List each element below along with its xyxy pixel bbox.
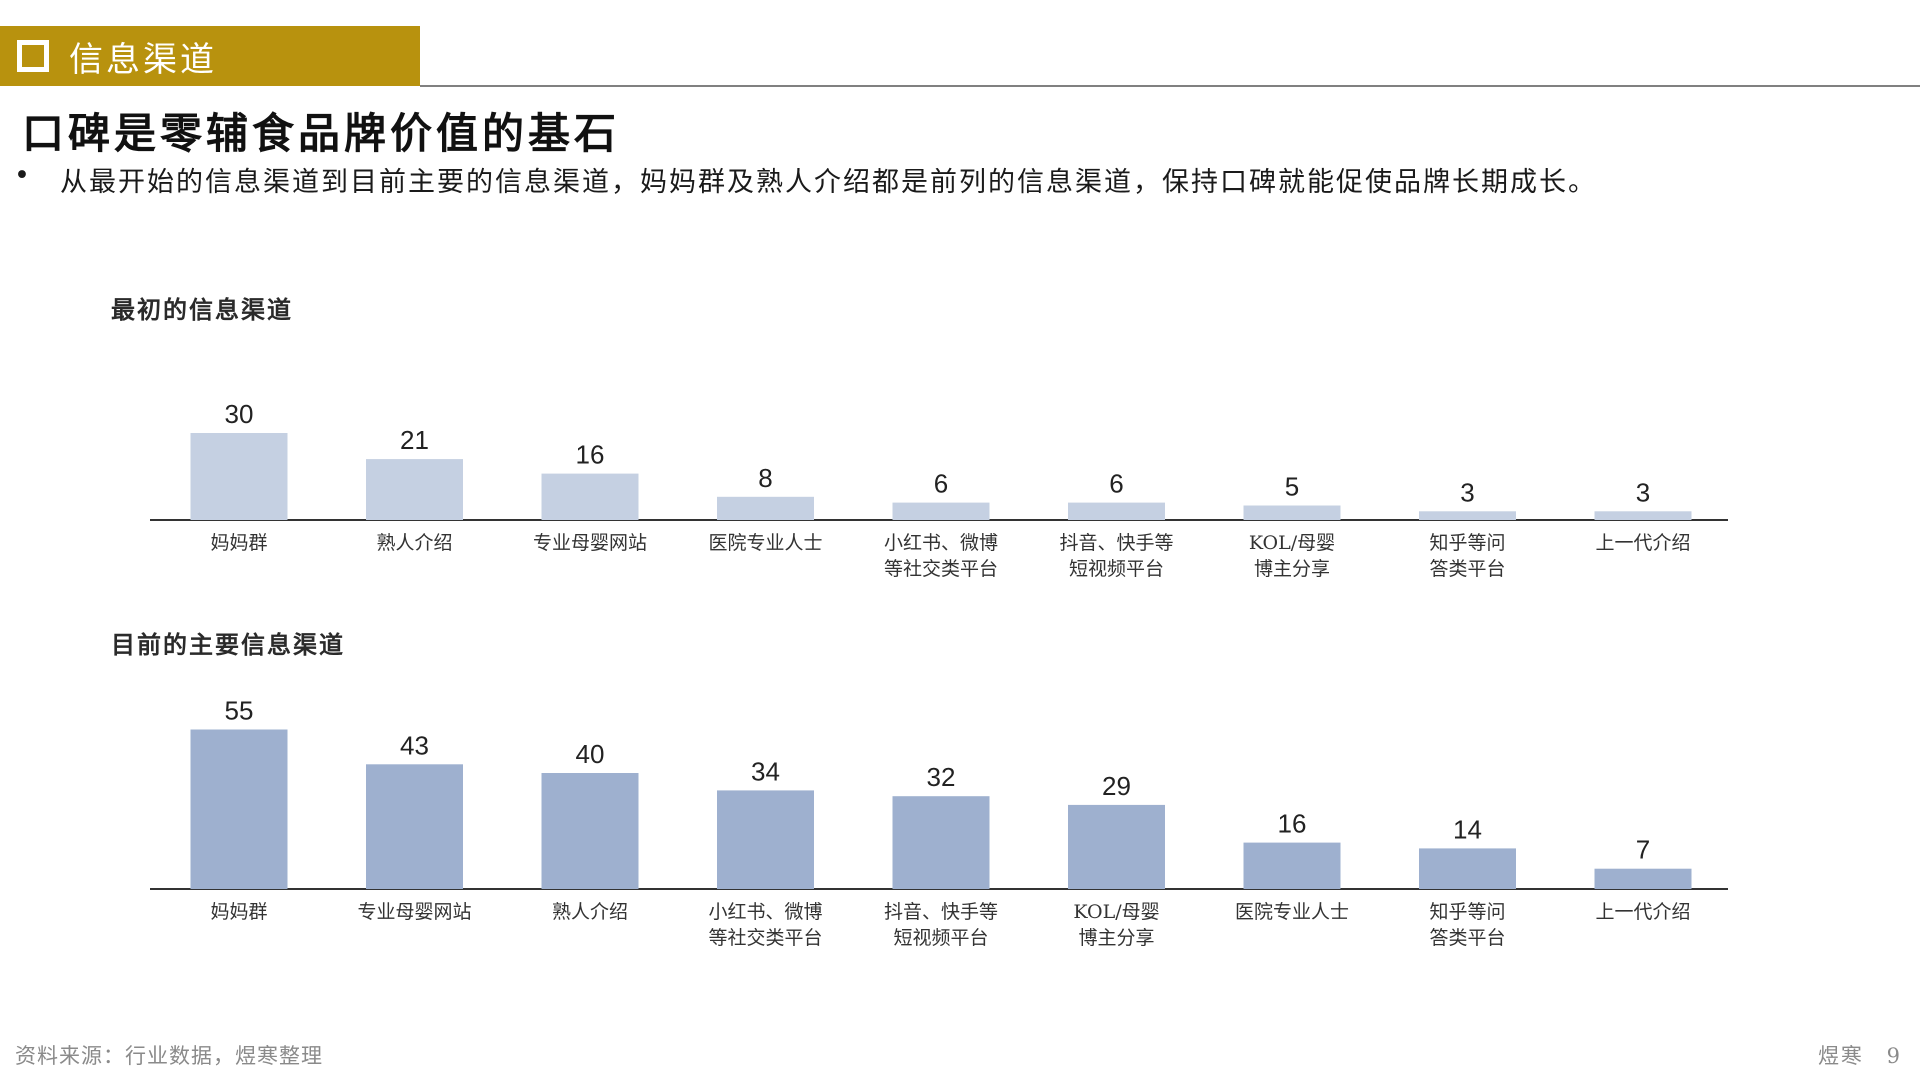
current-data-label-6: 29	[1102, 771, 1131, 801]
current-bar-4	[717, 790, 814, 889]
current-tick-line-4-1: 小红书、微博	[708, 901, 822, 923]
current-tick-line-5-2: 短视频平台	[893, 927, 988, 949]
initial-bar-8	[1419, 511, 1516, 520]
current-bar-3	[541, 773, 639, 889]
current-data-label-4: 34	[751, 756, 780, 786]
initial-data-label-9: 3	[1636, 477, 1650, 507]
initial-tick-label-9: 上一代介绍	[1595, 532, 1690, 554]
current-tick-label-9: 上一代介绍	[1595, 901, 1690, 923]
current-tick-label-1: 妈妈群	[210, 901, 267, 923]
current-tick-line-6-2: 博主分享	[1078, 927, 1154, 949]
initial-tick-line-2-1: 熟人介绍	[376, 532, 452, 554]
initial-tick-line-8-1: 知乎等问	[1429, 532, 1505, 554]
current-tick-line-2-1: 专业母婴网站	[357, 901, 471, 923]
initial-data-label-4: 8	[758, 463, 772, 493]
initial-tick-label-4: 医院专业人士	[708, 532, 822, 554]
current-tick-line-3-1: 熟人介绍	[552, 901, 628, 923]
initial-bar-1	[190, 433, 288, 520]
initial-tick-line-7-2: 博主分享	[1254, 558, 1330, 580]
bullet-point: • 从最开始的信息渠道到目前主要的信息渠道，妈妈群及熟人介绍都是前列的信息渠道，…	[14, 160, 1597, 199]
bullet-dot-icon: •	[14, 160, 32, 191]
initial-data-label-7: 5	[1285, 472, 1299, 502]
current-bar-6	[1068, 804, 1165, 889]
header-divider	[420, 85, 1920, 87]
page-title: 口碑是零辅食品牌价值的基石	[22, 109, 621, 158]
initial-tick-label-6: 抖音、快手等短视频平台	[1059, 532, 1173, 580]
current-data-label-7: 16	[1278, 809, 1307, 839]
current-bar-1	[190, 729, 288, 889]
initial-tick-line-1-1: 妈妈群	[210, 532, 267, 554]
initial-tick-line-8-2: 答类平台	[1429, 558, 1505, 580]
current-tick-line-4-2: 等社交类平台	[708, 927, 822, 949]
initial-tick-label-1: 妈妈群	[210, 532, 267, 554]
current-tick-label-4: 小红书、微博等社交类平台	[708, 901, 822, 949]
current-bar-5	[892, 796, 990, 889]
initial-tick-line-6-2: 短视频平台	[1069, 558, 1164, 580]
initial-tick-label-8: 知乎等问答类平台	[1429, 532, 1505, 580]
current-tick-line-1-1: 妈妈群	[210, 901, 267, 923]
current-bar-2	[366, 764, 463, 889]
initial-bar-2	[366, 459, 463, 520]
current-data-label-2: 43	[400, 730, 429, 760]
current-bar-9	[1594, 868, 1692, 889]
initial-tick-line-5-2: 等社交类平台	[884, 558, 998, 580]
current-tick-label-3: 熟人介绍	[552, 901, 628, 923]
current-tick-label-2: 专业母婴网站	[357, 901, 471, 923]
current-data-label-5: 32	[927, 762, 956, 792]
current-tick-line-9-1: 上一代介绍	[1595, 901, 1690, 923]
current-tick-line-8-1: 知乎等问	[1429, 901, 1505, 923]
current-bar-8	[1419, 848, 1516, 889]
current-data-label-3: 40	[576, 739, 605, 769]
current-tick-line-7-1: 医院专业人士	[1235, 901, 1349, 923]
section-label: 信息渠道	[69, 39, 217, 80]
square-icon	[17, 40, 49, 72]
initial-bar-7	[1243, 505, 1341, 520]
chart-initial-title: 最初的信息渠道	[111, 295, 293, 324]
current-data-label-8: 14	[1453, 814, 1482, 844]
footer-source: 资料来源：行业数据，煜寒整理	[15, 1044, 323, 1068]
initial-data-label-6: 6	[1109, 469, 1123, 499]
initial-tick-line-4-1: 医院专业人士	[708, 532, 822, 554]
current-data-label-1: 55	[225, 696, 254, 726]
initial-tick-line-5-1: 小红书、微博	[884, 532, 998, 554]
current-tick-line-8-2: 答类平台	[1429, 927, 1505, 949]
current-tick-label-5: 抖音、快手等短视频平台	[884, 901, 998, 949]
footer-brand: 煜寒 9	[1818, 1040, 1902, 1070]
current-tick-label-6: KOL/母婴博主分享	[1073, 901, 1159, 949]
current-tick-line-6-1: KOL/母婴	[1073, 901, 1159, 923]
current-bar-7	[1243, 842, 1341, 889]
page-number: 9	[1886, 1044, 1902, 1068]
current-data-label-9: 7	[1636, 835, 1650, 865]
initial-tick-line-9-1: 上一代介绍	[1595, 532, 1690, 554]
initial-data-label-8: 3	[1460, 477, 1474, 507]
initial-bar-9	[1594, 511, 1692, 520]
initial-tick-line-6-1: 抖音、快手等	[1059, 532, 1173, 554]
initial-data-label-3: 16	[576, 440, 605, 470]
initial-bar-4	[717, 496, 814, 520]
initial-tick-label-3: 专业母婴网站	[533, 532, 647, 554]
initial-bar-3	[541, 473, 639, 520]
current-tick-line-5-1: 抖音、快手等	[884, 901, 998, 923]
initial-tick-label-7: KOL/母婴博主分享	[1249, 532, 1335, 580]
initial-data-label-1: 30	[225, 399, 254, 429]
current-tick-label-8: 知乎等问答类平台	[1429, 901, 1505, 949]
initial-bar-6	[1068, 502, 1165, 520]
initial-tick-label-2: 熟人介绍	[376, 532, 452, 554]
brand-name: 煜寒	[1817, 1044, 1864, 1068]
section-tab: 信息渠道	[0, 26, 420, 86]
initial-tick-line-7-1: KOL/母婴	[1249, 532, 1335, 554]
initial-data-label-5: 6	[934, 469, 948, 499]
chart-current-title: 目前的主要信息渠道	[111, 630, 345, 659]
initial-tick-line-3-1: 专业母婴网站	[533, 532, 647, 554]
current-tick-label-7: 医院专业人士	[1235, 901, 1349, 923]
initial-data-label-2: 21	[400, 425, 429, 455]
bullet-text: 从最开始的信息渠道到目前主要的信息渠道，妈妈群及熟人介绍都是前列的信息渠道，保持…	[60, 167, 1597, 198]
initial-tick-label-5: 小红书、微博等社交类平台	[884, 532, 998, 580]
initial-bar-5	[892, 502, 990, 520]
